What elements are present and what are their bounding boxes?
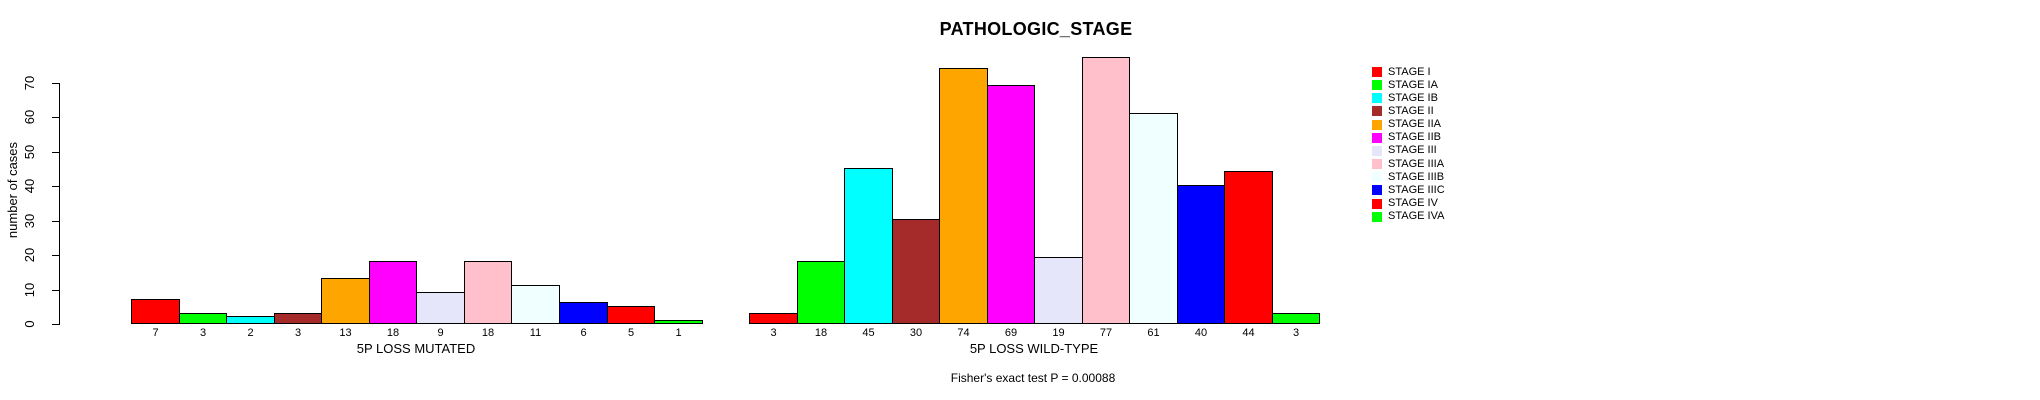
- y-tick: [52, 117, 59, 118]
- legend-label: STAGE I: [1388, 66, 1431, 78]
- y-tick-label: 0: [22, 320, 37, 328]
- bar-value-label: 40: [1194, 327, 1208, 339]
- legend-swatch-stage-iiic: [1372, 185, 1382, 195]
- legend-label: STAGE IIIA: [1388, 158, 1445, 170]
- bar-value-label: 77: [1099, 327, 1113, 339]
- bar-value-label: 61: [1147, 327, 1160, 339]
- bar-value-label: 30: [909, 327, 923, 339]
- bar-value-label: 3: [294, 327, 302, 339]
- bar-stage-i: [749, 313, 798, 324]
- bar-value-label: 19: [1052, 327, 1065, 339]
- legend-swatch-stage-ib: [1372, 93, 1382, 103]
- bar-stage-iib: [987, 85, 1035, 324]
- bar-value-label: 1: [675, 327, 682, 339]
- bar-stage-iii: [416, 292, 465, 324]
- y-tick: [52, 290, 59, 291]
- y-tick: [52, 324, 59, 325]
- bar-value-label: 44: [1242, 327, 1255, 339]
- legend-swatch-stage-ia: [1372, 80, 1382, 90]
- bar-value-label: 69: [1004, 327, 1018, 339]
- legend-swatch-stage-iib: [1372, 133, 1382, 143]
- y-tick-label: 50: [22, 144, 37, 160]
- y-axis-label: number of cases: [5, 141, 20, 239]
- legend-swatch-stage-iiib: [1372, 172, 1382, 182]
- legend-label: STAGE IIB: [1388, 131, 1441, 143]
- legend-swatch-stage-iiia: [1372, 159, 1382, 169]
- legend-label: STAGE III: [1388, 144, 1437, 156]
- y-tick-label: 30: [22, 213, 37, 229]
- legend-swatch-stage-i: [1372, 67, 1382, 77]
- bar-value-label: 18: [481, 327, 495, 339]
- bar-value-label: 2: [247, 327, 254, 339]
- bar-stage-iv: [607, 306, 655, 324]
- fisher-test-annotation: Fisher's exact test P = 0.00088: [950, 371, 1116, 385]
- bar-stage-iiib: [511, 285, 560, 324]
- legend-swatch-stage-iv: [1372, 199, 1382, 209]
- bar-value-label: 74: [957, 327, 970, 339]
- bar-stage-ia: [797, 261, 845, 324]
- bar-stage-iiic: [559, 302, 608, 324]
- bar-stage-iib: [369, 261, 417, 324]
- chart-title: PATHOLOGIC_STAGE: [939, 19, 1133, 39]
- bar-stage-iiib: [1129, 113, 1178, 324]
- bar-stage-iiic: [1177, 185, 1225, 324]
- bar-stage-ib: [226, 316, 275, 324]
- bar-stage-ii: [274, 313, 322, 324]
- bar-value-label: 3: [199, 327, 207, 339]
- y-tick: [52, 83, 59, 84]
- bar-stage-iia: [321, 278, 370, 324]
- bar-value-label: 18: [386, 327, 400, 339]
- legend-label: STAGE II: [1388, 105, 1434, 117]
- x-label-mutated: 5P LOSS MUTATED: [356, 341, 476, 356]
- legend-label: STAGE IVA: [1388, 210, 1445, 222]
- y-tick: [52, 186, 59, 187]
- y-tick: [52, 221, 59, 222]
- bar-stage-ib: [844, 168, 893, 324]
- bar-stage-iii: [1034, 257, 1083, 324]
- bar-value-label: 9: [437, 327, 444, 339]
- legend-label: STAGE IIIC: [1388, 184, 1445, 196]
- legend-swatch-stage-ii: [1372, 106, 1382, 116]
- y-tick-label: 40: [22, 178, 37, 194]
- bar-value-label: 18: [814, 327, 828, 339]
- legend-label: STAGE IA: [1388, 79, 1438, 91]
- bar-value-label: 45: [862, 327, 875, 339]
- x-label-wild-type: 5P LOSS WILD-TYPE: [969, 341, 1099, 356]
- bar-stage-iv: [1224, 171, 1273, 324]
- legend-label: STAGE IIA: [1388, 118, 1441, 130]
- bar-value-label: 5: [627, 327, 635, 339]
- bar-stage-i: [131, 299, 180, 324]
- bar-value-label: 13: [339, 327, 352, 339]
- legend-swatch-stage-iva: [1372, 212, 1382, 222]
- y-tick: [52, 152, 59, 153]
- legend-label: STAGE IB: [1388, 92, 1438, 104]
- bar-stage-iva: [654, 320, 703, 324]
- y-tick-label: 20: [22, 247, 37, 263]
- y-tick-label: 70: [22, 75, 37, 91]
- legend-swatch-stage-iia: [1372, 120, 1382, 130]
- bar-value-label: 3: [770, 327, 777, 339]
- y-tick-label: 10: [22, 282, 37, 298]
- bar-stage-iva: [1272, 313, 1320, 324]
- bar-stage-ia: [179, 313, 227, 324]
- bar-stage-iiia: [464, 261, 512, 324]
- bar-stage-iia: [939, 68, 988, 324]
- legend-label: STAGE IV: [1388, 197, 1438, 209]
- bar-stage-ii: [892, 219, 940, 324]
- y-axis-line: [59, 83, 60, 325]
- bar-stage-iiia: [1082, 57, 1130, 324]
- bar-value-label: 3: [1292, 327, 1300, 339]
- bar-value-label: 6: [580, 327, 587, 339]
- legend-label: STAGE IIIB: [1388, 171, 1445, 183]
- y-tick: [52, 255, 59, 256]
- legend-swatch-stage-iii: [1372, 146, 1382, 156]
- bar-value-label: 7: [152, 327, 159, 339]
- y-tick-label: 60: [22, 109, 37, 125]
- bar-value-label: 11: [529, 327, 542, 339]
